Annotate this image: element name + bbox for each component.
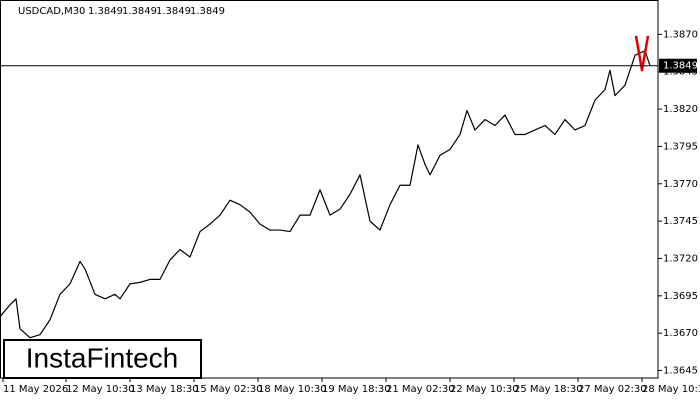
plot-frame [0, 0, 659, 379]
x-tick-label: 22 May 10:30 [450, 384, 519, 395]
y-tick-label: 1.3645 [663, 366, 698, 377]
x-tick-label: 21 May 02:30 [386, 384, 455, 395]
x-tick-label: 19 May 18:30 [322, 384, 391, 395]
plot [0, 35, 658, 339]
x-tick-label: 25 May 18:30 [514, 384, 583, 395]
current-price-box [659, 58, 697, 73]
y-tick-label: 1.3870 [663, 29, 698, 40]
y-tick-label: 1.3770 [663, 179, 698, 190]
price-line [0, 50, 651, 339]
y-tick-label: 1.3820 [663, 104, 698, 115]
ohlc-open: 1.3849 [88, 6, 123, 17]
x-tick-label: 12 May 10:30 [66, 384, 135, 395]
x-tick-label: 28 May 10:30 [642, 384, 700, 395]
x-tick-label: 11 May 2026 [3, 384, 68, 395]
pattern-line [634, 35, 650, 72]
y-tick-label: 1.3720 [663, 253, 698, 264]
y-tick-label: 1.3745 [663, 216, 698, 227]
x-tick-label: 18 May 10:30 [258, 384, 327, 395]
y-tick-label: 1.3670 [663, 328, 698, 339]
y-tick-label: 1.3695 [663, 291, 698, 302]
logo: InstaFintech [26, 342, 179, 373]
x-tick-label: 13 May 18:30 [130, 384, 199, 395]
ohlc-high: 1.3849 [122, 6, 157, 17]
ohlc-low: 1.3849 [156, 6, 191, 17]
ohlc-close: 1.3849 [190, 6, 225, 17]
current-price-label: 1.3849 [663, 61, 698, 72]
x-tick-label: 15 May 02:30 [194, 384, 263, 395]
x-tick-label: 27 May 02:30 [578, 384, 647, 395]
y-tick-label: 1.3795 [663, 141, 698, 152]
logo-box [3, 339, 202, 379]
symbol-title: USDCAD,M30 [18, 6, 85, 17]
